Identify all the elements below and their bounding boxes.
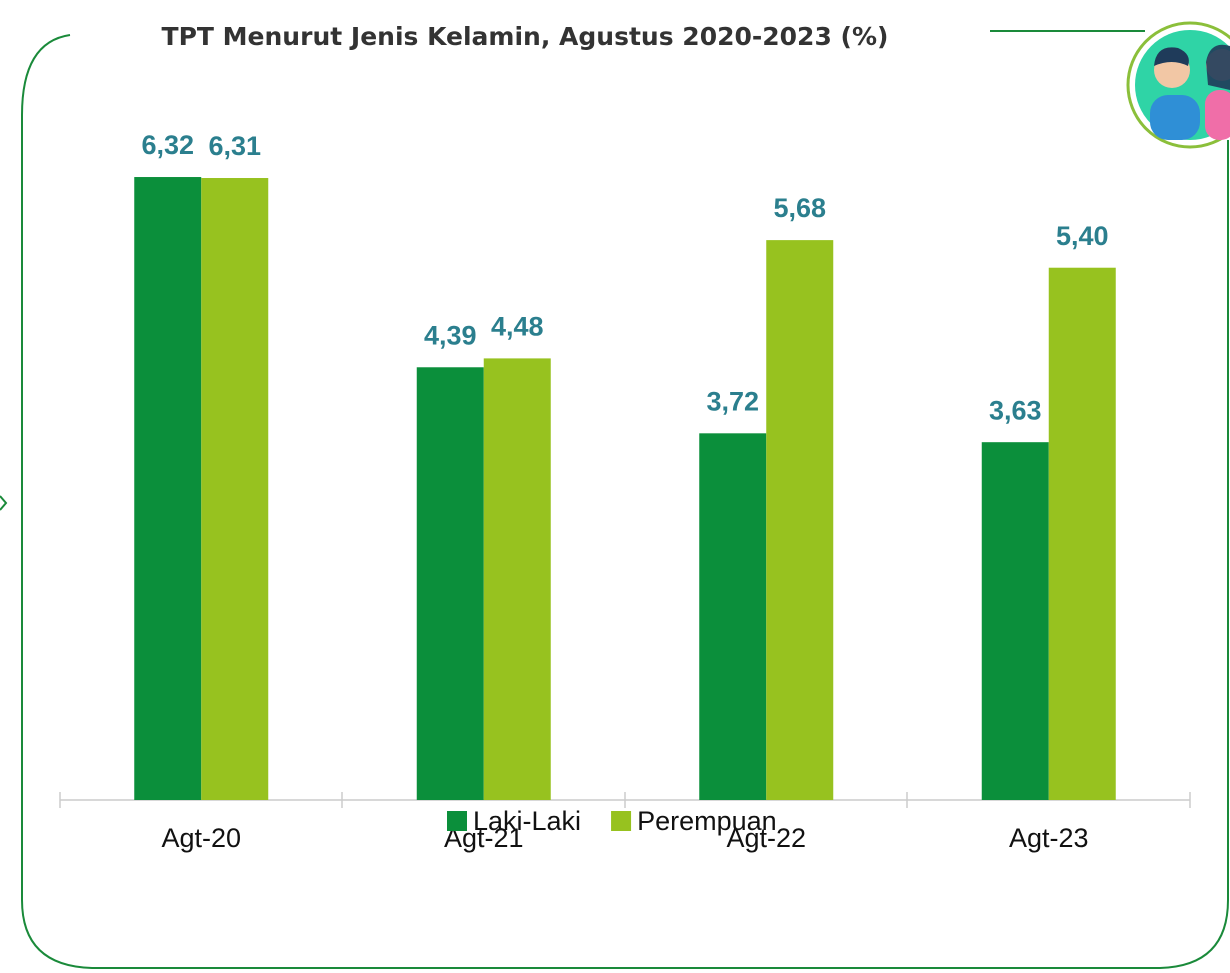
data-label: 5,68 [773,193,826,223]
data-label: 3,63 [989,395,1042,425]
legend-swatch [611,811,632,831]
x-tick-label: Agt-23 [1009,823,1089,853]
x-tick-label: Agt-22 [726,823,806,853]
bar [699,433,767,800]
bar [766,240,834,801]
x-tick-label: Agt-20 [161,823,241,853]
bar [1048,267,1116,800]
data-label: 4,48 [491,312,544,342]
bar [201,178,269,800]
frame [21,34,1229,969]
bar [134,177,202,800]
bar [981,442,1049,800]
data-label: 3,72 [706,386,759,416]
band-ticks [59,792,1191,808]
bar [483,358,551,800]
data-label: 6,31 [208,131,261,161]
legend-label: Perempuan [637,806,777,836]
legend-swatch [447,811,467,831]
data-label: 6,32 [141,130,194,160]
data-label: 5,40 [1056,221,1109,251]
data-label: 4,39 [424,320,477,350]
side-arrow [0,495,8,511]
chart-title: TPT Menurut Jenis Kelamin, Agustus 2020-… [162,22,889,51]
people-icon [1126,21,1230,149]
bar [416,367,484,800]
legend-label: Laki-Laki [473,806,581,836]
